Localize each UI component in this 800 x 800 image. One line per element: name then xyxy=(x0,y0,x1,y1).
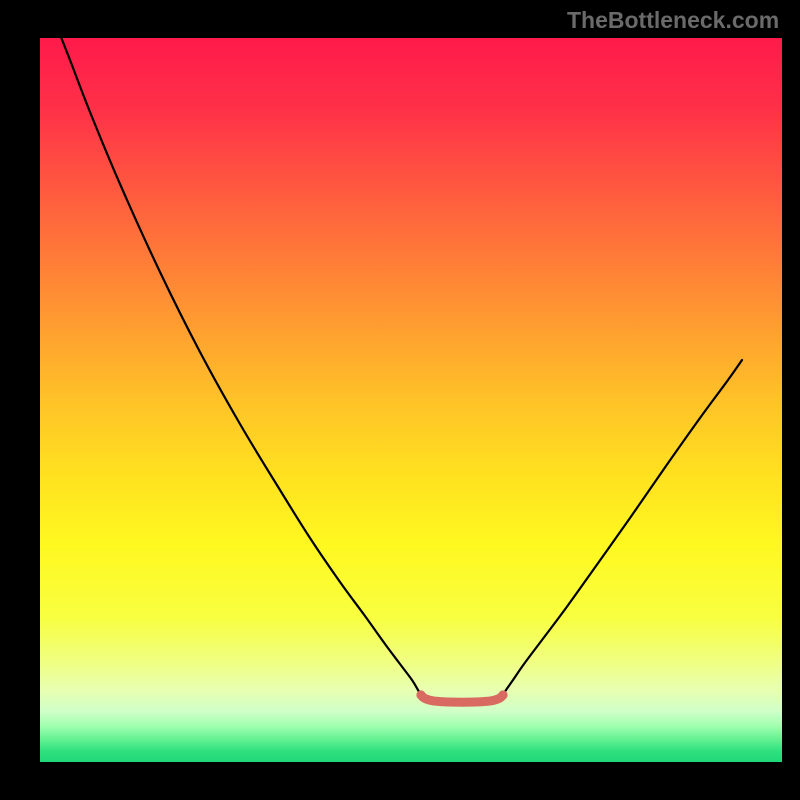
plot-area xyxy=(40,38,782,762)
highlight-end-dot xyxy=(498,690,507,699)
highlight-segment xyxy=(421,695,503,702)
curve-overlay xyxy=(40,38,782,762)
highlight-start-dot xyxy=(416,690,425,699)
watermark-text: TheBottleneck.com xyxy=(567,7,779,34)
main-curve xyxy=(48,38,742,702)
chart-container: TheBottleneck.com xyxy=(0,0,800,800)
